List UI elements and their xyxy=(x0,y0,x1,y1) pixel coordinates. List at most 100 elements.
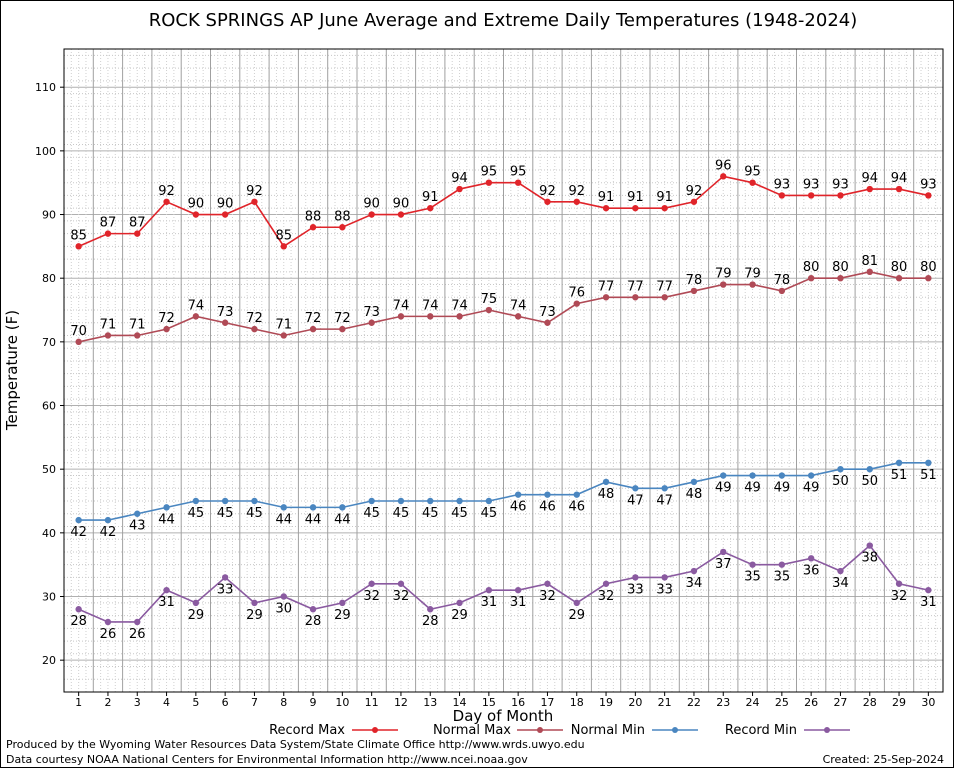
data-label-normal-max: 75 xyxy=(481,292,498,307)
data-label-record-min: 32 xyxy=(598,589,615,604)
x-tick-label: 28 xyxy=(863,696,877,709)
data-label-record-min: 28 xyxy=(305,614,322,629)
data-label-normal-max: 81 xyxy=(861,254,878,269)
data-label-normal-min: 42 xyxy=(70,525,87,540)
data-label-record-min: 31 xyxy=(920,595,937,610)
data-label-normal-min: 48 xyxy=(686,487,703,502)
data-point-normal-min xyxy=(456,497,463,505)
data-label-normal-min: 44 xyxy=(305,512,322,527)
data-point-record-max xyxy=(778,192,786,199)
data-point-normal-min xyxy=(925,459,932,467)
data-label-record-min: 32 xyxy=(363,589,380,604)
data-point-normal-min xyxy=(192,497,200,505)
data-point-record-min xyxy=(134,618,141,626)
data-point-normal-max xyxy=(514,313,522,320)
legend-item-record-max: Record Max xyxy=(269,723,398,738)
series-line-record-min xyxy=(78,544,929,623)
data-label-record-max: 90 xyxy=(217,197,234,212)
data-label-record-min: 28 xyxy=(422,614,439,629)
data-point-normal-min xyxy=(339,504,346,511)
data-label-record-min: 36 xyxy=(803,563,820,578)
data-label-normal-max: 78 xyxy=(774,273,791,288)
legend-label-normal-min: Normal Min xyxy=(571,723,645,738)
data-point-record-max xyxy=(866,185,873,193)
y-axis-label: Temperature (F) xyxy=(3,310,21,431)
series-line-normal-min xyxy=(78,462,929,521)
data-label-normal-max: 76 xyxy=(568,286,585,301)
data-point-record-min xyxy=(720,548,727,556)
y-tick-label: 40 xyxy=(42,527,56,540)
y-tick-label: 70 xyxy=(42,336,56,349)
data-label-record-min: 29 xyxy=(188,608,205,623)
data-label-record-min: 32 xyxy=(393,589,410,604)
data-label-normal-min: 44 xyxy=(158,512,175,527)
data-label-record-max: 90 xyxy=(188,197,205,212)
y-tick-label: 100 xyxy=(35,145,56,158)
data-point-normal-min xyxy=(397,497,405,505)
data-label-record-min: 31 xyxy=(481,595,498,610)
data-point-normal-max xyxy=(895,274,903,282)
x-tick-label: 3 xyxy=(134,696,141,709)
data-label-record-max: 91 xyxy=(598,190,615,205)
x-tick-label: 20 xyxy=(628,696,642,709)
y-tick-label: 110 xyxy=(35,81,56,94)
data-point-normal-max xyxy=(251,325,258,333)
data-point-record-min xyxy=(661,574,668,581)
data-point-record-min xyxy=(602,580,610,587)
data-point-normal-min xyxy=(720,472,727,479)
data-point-normal-min xyxy=(602,478,610,486)
data-point-record-max xyxy=(602,204,610,212)
data-point-record-min xyxy=(192,599,200,607)
data-point-record-min xyxy=(368,580,375,587)
data-point-record-min xyxy=(339,599,346,607)
data-point-record-max xyxy=(514,179,522,186)
series-line-record-max xyxy=(78,175,929,248)
data-label-normal-max: 80 xyxy=(891,260,908,275)
data-point-record-min xyxy=(895,580,903,587)
data-point-normal-min xyxy=(427,497,434,505)
data-point-normal-min xyxy=(514,491,522,498)
data-point-record-max xyxy=(134,230,141,237)
data-point-normal-max xyxy=(485,306,493,314)
data-label-record-min: 33 xyxy=(656,582,673,597)
data-label-record-max: 91 xyxy=(422,190,439,205)
data-point-normal-max xyxy=(163,325,170,333)
data-label-record-max: 92 xyxy=(568,184,585,199)
data-point-normal-min xyxy=(75,516,82,524)
data-point-record-min xyxy=(749,561,756,568)
x-axis-ticks: 1 2 3 4 5 6 7 8 9 10 11 12 13 14 15 16 17 18 19 20 21 22 23 24 2… xyxy=(75,692,935,709)
data-point-normal-max xyxy=(807,274,815,282)
data-label-normal-min: 51 xyxy=(920,468,937,483)
data-point-normal-max xyxy=(427,313,434,320)
data-label-normal-max: 72 xyxy=(334,311,351,326)
data-point-normal-max xyxy=(75,338,82,346)
data-point-record-max xyxy=(427,204,434,212)
data-point-normal-min xyxy=(837,465,844,473)
data-label-record-min: 26 xyxy=(100,627,117,642)
data-labels: 85 87 87 92 90 90 92 85 88 88 90 90 91 94 95 95 92 92 91 91… xyxy=(70,158,936,642)
data-point-record-min xyxy=(221,574,229,581)
footer-produced-by: Produced by the Wyoming Water Resources … xyxy=(6,738,585,751)
data-label-record-max: 95 xyxy=(744,165,761,180)
data-label-record-min: 28 xyxy=(70,614,87,629)
y-tick-label: 50 xyxy=(42,463,56,476)
data-point-normal-max xyxy=(544,319,551,326)
data-point-normal-min xyxy=(866,465,873,473)
data-point-normal-max xyxy=(632,294,639,301)
data-label-normal-max: 71 xyxy=(100,317,117,332)
data-label-record-max: 87 xyxy=(100,216,117,231)
data-point-normal-max xyxy=(104,332,112,339)
data-label-normal-max: 80 xyxy=(803,260,820,275)
legend-label-record-max: Record Max xyxy=(269,723,345,738)
data-label-normal-min: 48 xyxy=(598,487,615,502)
chart-title: ROCK SPRINGS AP June Average and Extreme… xyxy=(149,10,858,31)
data-label-record-max: 92 xyxy=(158,184,175,199)
plot-area xyxy=(63,48,944,693)
data-label-normal-min: 45 xyxy=(363,506,380,521)
data-label-record-min: 30 xyxy=(275,602,292,617)
data-label-record-min: 29 xyxy=(334,608,351,623)
data-label-record-max: 93 xyxy=(920,177,937,192)
grid xyxy=(63,49,944,693)
data-label-record-max: 93 xyxy=(803,177,820,192)
legend-marker-record-min xyxy=(824,727,830,733)
